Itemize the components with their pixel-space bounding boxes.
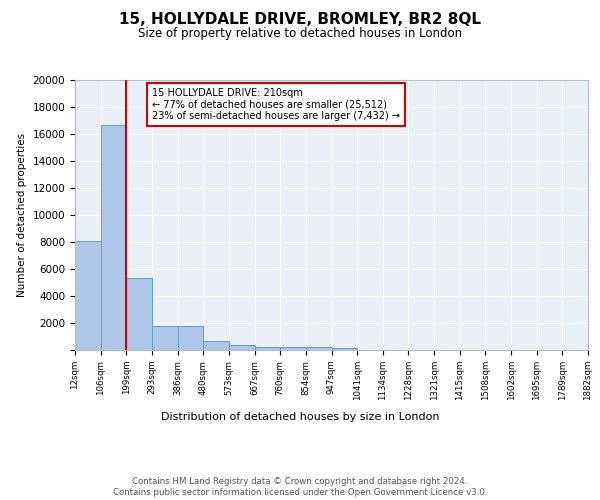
Bar xyxy=(254,346,280,350)
Y-axis label: Number of detached properties: Number of detached properties xyxy=(17,133,27,297)
Bar xyxy=(101,124,127,350)
Bar xyxy=(229,346,254,350)
Text: 15, HOLLYDALE DRIVE, BROMLEY, BR2 8QL: 15, HOLLYDALE DRIVE, BROMLEY, BR2 8QL xyxy=(119,12,481,28)
Text: 15 HOLLYDALE DRIVE: 210sqm
← 77% of detached houses are smaller (25,512)
23% of : 15 HOLLYDALE DRIVE: 210sqm ← 77% of deta… xyxy=(152,88,400,122)
Bar xyxy=(306,348,331,350)
Text: Size of property relative to detached houses in London: Size of property relative to detached ho… xyxy=(138,28,462,40)
Bar xyxy=(127,278,152,350)
Bar xyxy=(280,347,306,350)
Bar xyxy=(178,326,203,350)
Text: Distribution of detached houses by size in London: Distribution of detached houses by size … xyxy=(161,412,439,422)
Bar xyxy=(203,340,229,350)
Bar xyxy=(75,240,101,350)
Bar xyxy=(331,348,357,350)
Text: Contains HM Land Registry data © Crown copyright and database right 2024.
Contai: Contains HM Land Registry data © Crown c… xyxy=(113,478,487,497)
Bar xyxy=(152,326,178,350)
